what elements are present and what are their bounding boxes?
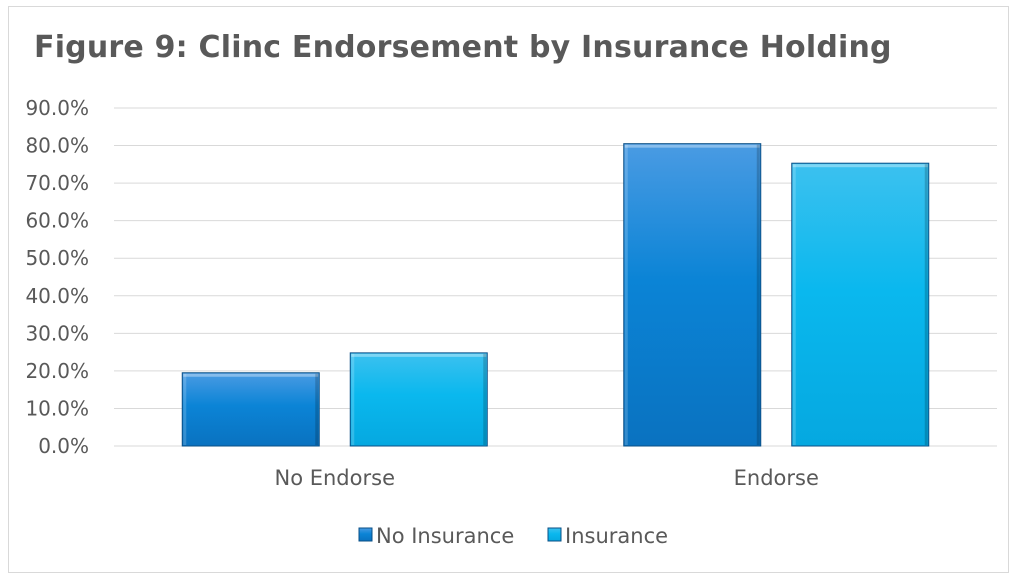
y-tick-label: 20.0%: [25, 359, 89, 383]
y-tick-label: 60.0%: [25, 209, 89, 233]
bar-bevel-left: [351, 353, 355, 445]
x-tick-label: No Endorse: [275, 466, 395, 490]
bar-bevel-left: [624, 144, 628, 445]
bar: [623, 143, 762, 447]
bar-insurance-endorse: [791, 162, 930, 447]
y-tick-label: 30.0%: [25, 321, 89, 345]
y-axis-ticks: 0.0% 10.0% 20.0% 30.0% 40.0% 50.0% 60.0% 70.0% 8…: [25, 96, 89, 458]
bar: [349, 352, 488, 447]
bar: [791, 162, 930, 447]
y-tick-label: 10.0%: [25, 396, 89, 420]
y-tick-label: 90.0%: [25, 96, 89, 120]
legend-label: Insurance: [565, 524, 668, 548]
bar-bevel-right: [756, 144, 760, 445]
x-tick-label: Endorse: [734, 466, 819, 490]
bar: [181, 372, 320, 447]
y-tick-label: 70.0%: [25, 171, 89, 195]
y-tick-label: 80.0%: [25, 134, 89, 158]
bar-bevel-left: [792, 164, 796, 445]
y-tick-label: 0.0%: [38, 434, 89, 458]
bar-no-insurance-endorse: [623, 143, 762, 447]
legend-swatch: [547, 527, 562, 542]
legend-label: No Insurance: [376, 524, 514, 548]
bar-bevel-left: [183, 373, 187, 445]
bar-bevel-right: [315, 373, 319, 445]
legend-item-insurance: Insurance: [547, 524, 668, 548]
bar-highlight: [183, 373, 319, 377]
legend-item-no-insurance: No Insurance: [358, 524, 514, 548]
bar-bevel-right: [483, 353, 487, 445]
y-tick-label: 50.0%: [25, 246, 89, 270]
chart-title: Figure 9: Clinc Endorsement by Insurance…: [34, 30, 892, 65]
bar-highlight: [792, 164, 928, 168]
bars: [181, 143, 930, 447]
bar-highlight: [624, 144, 760, 148]
y-tick-label: 40.0%: [25, 284, 89, 308]
legend: No Insurance Insurance: [358, 524, 668, 548]
bar-no-insurance-no-endorse: [181, 372, 320, 447]
legend-swatch: [358, 527, 373, 542]
bar-insurance-no-endorse: [349, 352, 488, 447]
x-axis-ticks: No Endorse Endorse: [275, 466, 819, 490]
bar-highlight: [351, 353, 487, 357]
bar-bevel-right: [924, 164, 928, 445]
